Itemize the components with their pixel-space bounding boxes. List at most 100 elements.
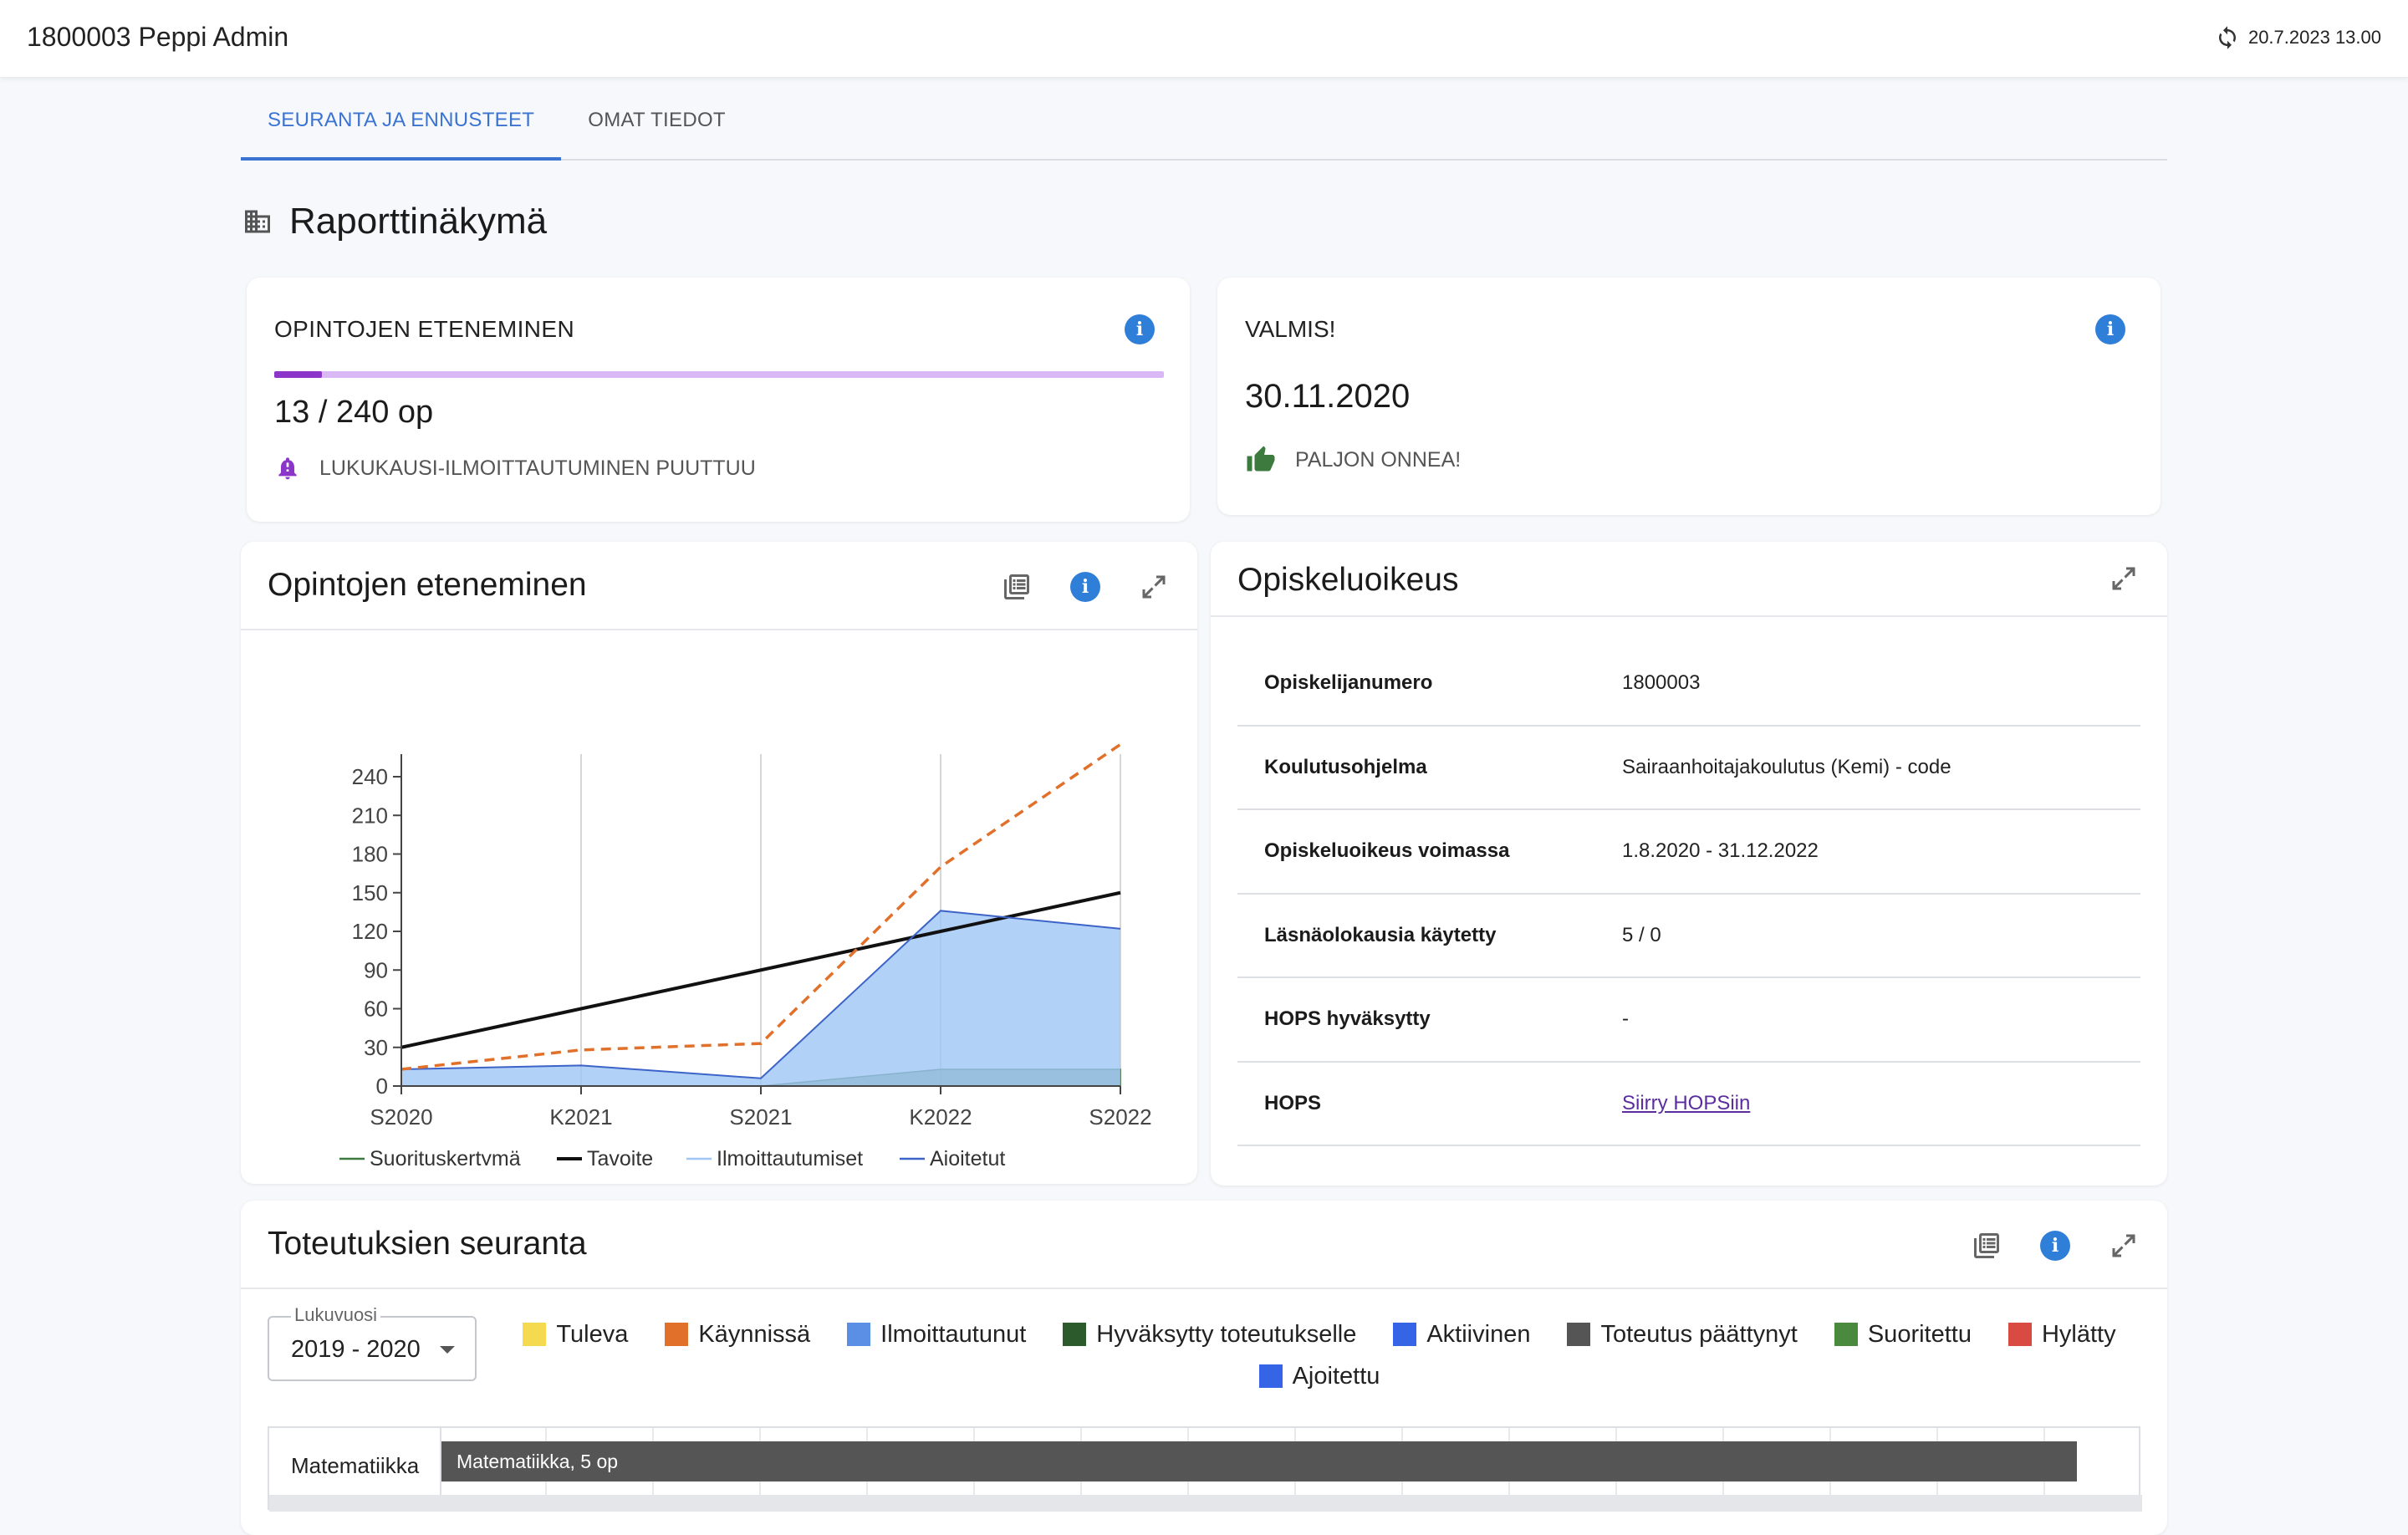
x-tick-label: S2020: [370, 1104, 432, 1130]
table-row: Opiskeluoikeus voimassa 1.8.2020 - 31.12.…: [1237, 810, 2140, 895]
hops-link[interactable]: Siirry HOPSiin: [1622, 1091, 1751, 1114]
row-value: 5 / 0: [1622, 923, 1661, 946]
info-icon[interactable]: i: [1125, 314, 1155, 344]
timeline-card-header: Toteutuksien seuranta i: [241, 1201, 2167, 1289]
legend-label: Tuleva: [556, 1320, 629, 1348]
credits-value: 13 / 240 op: [274, 395, 434, 430]
legend-swatch: [1567, 1323, 1591, 1346]
y-tick-label: 210: [352, 803, 388, 828]
implementation-tracking-card: Toteutuksien seuranta i Lukuvuosi 2019 -…: [241, 1201, 2167, 1535]
row-key: Opiskelijanumero: [1264, 671, 1433, 695]
congrats-text: PALJON ONNEA!: [1295, 447, 1462, 472]
info-icon[interactable]: i: [2095, 314, 2125, 344]
chart-card-title: Opintojen eteneminen: [268, 567, 587, 603]
legend-item: Ilmoittautunut: [847, 1321, 1026, 1348]
study-card-title: Opiskeluoikeus: [1237, 562, 1459, 598]
series-line: [400, 743, 1121, 1071]
legend-label: Aktiivinen: [1426, 1320, 1531, 1348]
study-card-header: Opiskeluoikeus: [1211, 542, 2167, 617]
y-tick-label: 90: [364, 957, 388, 982]
y-tick-label: 240: [352, 764, 388, 789]
row-value: 1.8.2020 - 31.12.2022: [1622, 839, 1819, 863]
row-value: Sairaanhoitajakoulutus (Kemi) - code: [1622, 755, 1951, 778]
study-right-card: Opiskeluoikeus Opiskelijanumero 1800003 K…: [1211, 542, 2167, 1186]
progress-card-label: OPINTOJEN ETENEMINEN: [274, 316, 575, 342]
legend-swatch: [523, 1323, 547, 1346]
expand-study-button[interactable]: [2107, 562, 2140, 595]
graduation-card-label: VALMIS!: [1245, 316, 1336, 342]
legend-item: Ajoitettu: [1258, 1363, 1380, 1390]
legend-label: Hyväksytty toteutukselle: [1096, 1320, 1357, 1348]
x-tick-label: S2022: [1089, 1104, 1151, 1130]
row-key: Opiskeluoikeus voimassa: [1264, 839, 1510, 863]
row-value: -: [1622, 1007, 1629, 1031]
info-icon[interactable]: i: [2040, 1231, 2070, 1261]
year-select-value: 2019 - 2020: [291, 1336, 421, 1363]
expand-timeline-button[interactable]: [2107, 1229, 2140, 1262]
timeline-grid: Matematiikka Matematiikka, 5 op: [268, 1426, 2142, 1512]
legend-swatch: [665, 1323, 689, 1346]
legend-label: Käynnissä: [698, 1320, 811, 1348]
legend-item: Aktiivinen: [1393, 1321, 1530, 1348]
legend-swatch: [1258, 1364, 1283, 1388]
tab-seuranta[interactable]: SEURANTA JA ENNUSTEET: [241, 105, 562, 161]
year-select-label: Lukuvuosi: [291, 1304, 381, 1326]
legend-swatch: [1834, 1323, 1858, 1346]
divider: [440, 1428, 441, 1512]
timeline-info-button[interactable]: i: [2038, 1229, 2072, 1262]
info-icon[interactable]: i: [1070, 572, 1100, 602]
table-row: Koulutusohjelma Sairaanhoitajakoulutus (K…: [1237, 727, 2140, 810]
y-tick-label: 30: [364, 1035, 388, 1060]
x-tick-label: S2021: [729, 1104, 792, 1130]
progress-summary-card: OPINTOJEN ETENEMINEN i 13 / 240 op LUKUK…: [247, 278, 1190, 522]
legend-item: Käynnissä: [665, 1321, 810, 1348]
table-view-button[interactable]: [1970, 1229, 2003, 1262]
progress-chart: 0 30 60 90 120 150 180 210 240 S2020 K2021 S2021 K20…: [339, 743, 1152, 1165]
page-heading: Raporttinäkymä: [242, 201, 547, 242]
progress-bar: [274, 371, 1164, 378]
course-bar[interactable]: Matematiikka, 5 op: [441, 1441, 2077, 1481]
tab-omat-tiedot[interactable]: OMAT TIEDOT: [588, 109, 726, 131]
table-row: HOPS hyväksytty -: [1237, 978, 2140, 1063]
alert-text: LUKUKAUSI-ILMOITTAUTUMINEN PUUTTUU: [319, 456, 756, 480]
app-title: 1800003 Peppi Admin: [27, 22, 289, 52]
top-bar: 1800003 Peppi Admin 20.7.2023 13.00: [0, 0, 2408, 77]
legend-label: Ajoitetut: [930, 1147, 1005, 1165]
legend-swatch: [847, 1323, 871, 1346]
expand-icon: [2112, 567, 2135, 590]
sync-icon[interactable]: [2215, 25, 2240, 50]
series-line: [400, 910, 1121, 1079]
expand-chart-button[interactable]: [1137, 570, 1171, 604]
legend-item: Suoritettu: [1834, 1321, 1972, 1348]
page-title: Raporttinäkymä: [289, 201, 548, 242]
x-tick-label: K2022: [909, 1104, 972, 1130]
tab-bar: SEURANTA JA ENNUSTEET OMAT TIEDOT: [241, 105, 2167, 161]
table-row: Opiskelijanumero 1800003: [1237, 642, 2140, 727]
timeline-card-title: Toteutuksien seuranta: [268, 1226, 587, 1262]
course-label: Matematiikka: [291, 1453, 420, 1478]
next-row: [269, 1495, 2142, 1512]
y-tick-label: 120: [352, 919, 388, 944]
row-key: Läsnäolokausia käytetty: [1264, 923, 1497, 946]
row-key: HOPS: [1264, 1091, 1322, 1114]
progress-chart-card: Opintojen eteneminen i 0 30 60 90 120 150 180 2…: [241, 542, 1197, 1184]
academic-year-select[interactable]: Lukuvuosi 2019 - 2020: [268, 1304, 477, 1381]
thumbs-up-icon: [1247, 446, 1275, 472]
graduation-card: VALMIS! i 30.11.2020 PALJON ONNEA!: [1217, 278, 2161, 515]
table-view-button[interactable]: [1000, 570, 1033, 604]
y-tick-label: 60: [364, 997, 388, 1022]
legend-item: Tuleva: [523, 1321, 628, 1348]
legend-label: Tavoite: [587, 1147, 653, 1165]
series-line: [400, 890, 1121, 1049]
chart-info-button[interactable]: i: [1069, 570, 1102, 604]
graduation-date: 30.11.2020: [1245, 378, 1411, 415]
chart-card-header: Opintojen eteneminen i: [241, 542, 1197, 630]
y-tick-label: 180: [352, 842, 388, 867]
sync-status[interactable]: 20.7.2023 13.00: [2215, 25, 2381, 50]
y-tick-label: 0: [376, 1073, 388, 1099]
legend-label: Hylätty: [2041, 1320, 2116, 1348]
legend-label: Suoritettu: [1867, 1320, 1972, 1348]
enrollment-alert: LUKUKAUSI-ILMOITTAUTUMINEN PUUTTUU: [274, 453, 756, 483]
status-legend: Tuleva Käynnissä Ilmoittautunut Hyväksytty …: [492, 1321, 2147, 1390]
series-area: [401, 910, 1120, 1086]
